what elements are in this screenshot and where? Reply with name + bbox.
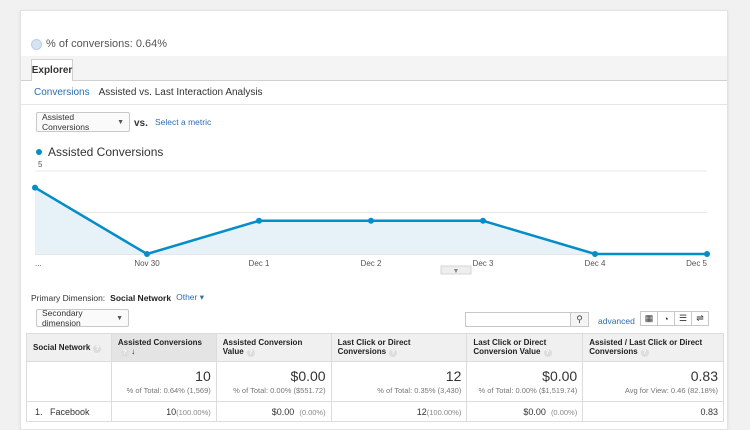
- table-row[interactable]: 1. Facebook 10(100.00%) $0.00 (0.00%) 12…: [26, 401, 724, 422]
- chart-collapse-handle: [440, 265, 472, 275]
- primary-dimension-row: Primary Dimension: Social Network Other …: [31, 292, 204, 303]
- data-table: Social Network? Assisted Conversions? ↓ …: [26, 333, 724, 422]
- other-dimension-link[interactable]: Other ▾: [176, 292, 204, 302]
- legend-dot-icon: [36, 149, 42, 155]
- column-header-assisted-conversion-value[interactable]: Assisted Conversion Value?: [215, 333, 332, 362]
- help-icon[interactable]: ?: [640, 349, 649, 357]
- chevron-down-icon: ▼: [116, 314, 123, 322]
- totals-cell: $0.00% of Total: 0.00% ($1,519.74): [466, 361, 584, 402]
- help-icon[interactable]: ?: [389, 349, 398, 357]
- x-tick-label: Dec 2: [361, 259, 382, 268]
- totals-cell: 0.83 Avg for View: 0.46 (82.18%): [582, 361, 724, 402]
- row-cell: $0.00 (0.00%): [466, 401, 584, 422]
- subnav-analysis-label: Assisted vs. Last Interaction Analysis: [98, 87, 263, 98]
- metric-dropdown-label: Assisted Conversions: [42, 112, 90, 132]
- data-point: [144, 251, 150, 257]
- column-header-last-click-conversions[interactable]: Last Click or Direct Conversions?: [330, 333, 468, 362]
- sub-navigation: Conversions Assisted vs. Last Interactio…: [34, 87, 263, 98]
- metric-dropdown[interactable]: Assisted Conversions ▼: [36, 112, 130, 132]
- totals-row: 10% of Total: 0.64% (1,569) $0.00% of To…: [26, 361, 724, 402]
- conversion-percent: % of conversions: 0.64%: [31, 38, 167, 50]
- legend-label: Assisted Conversions: [48, 145, 164, 159]
- x-tick-label: Dec 4: [585, 259, 606, 268]
- advanced-filter-link[interactable]: advanced: [598, 316, 635, 326]
- pie-chart-icon: [31, 38, 42, 50]
- performance-view-icon[interactable]: ☰: [674, 311, 692, 326]
- totals-cell: $0.00% of Total: 0.00% ($551.72): [215, 361, 332, 402]
- chevron-down-icon: ▼: [117, 118, 124, 126]
- chart-legend: Assisted Conversions: [36, 145, 163, 159]
- row-cell: 0.83: [582, 401, 724, 422]
- column-header-last-click-value[interactable]: Last Click or Direct Conversion Value?: [466, 333, 584, 362]
- x-tick-label: Dec 5: [686, 259, 707, 268]
- row-cell: 10(100.00%): [110, 401, 217, 422]
- totals-label-cell: [26, 361, 112, 402]
- subnav-conversions-link[interactable]: Conversions: [34, 87, 90, 98]
- vs-label: vs.: [134, 118, 148, 129]
- row-cell: 12(100.00%): [330, 401, 468, 422]
- secondary-dimension-label: Secondary dimension: [42, 308, 83, 328]
- sort-down-arrow-icon: ↓: [131, 347, 136, 356]
- x-tick-label: Dec 3: [473, 259, 494, 268]
- table-header-row: Social Network? Assisted Conversions? ↓ …: [26, 333, 724, 362]
- tab-explorer[interactable]: Explorer: [31, 59, 73, 81]
- column-header-ratio[interactable]: Assisted / Last Click or Direct Conversi…: [582, 333, 724, 362]
- y-tick-label: 5: [38, 160, 43, 169]
- column-header-assisted-conversions[interactable]: Assisted Conversions? ↓: [110, 333, 217, 362]
- help-icon[interactable]: ?: [246, 349, 255, 357]
- primary-dimension-label: Primary Dimension:: [31, 292, 106, 303]
- view-toggle-group: ▦ ◔ ☰ ⇌: [640, 311, 709, 326]
- help-icon[interactable]: ?: [120, 349, 129, 357]
- data-point: [704, 251, 710, 257]
- subnav-divider: [21, 104, 727, 105]
- data-point: [32, 184, 38, 191]
- tab-divider: [21, 80, 727, 81]
- totals-cell: 12% of Total: 0.35% (3,430): [330, 361, 468, 402]
- select-metric-link[interactable]: Select a metric: [155, 117, 212, 127]
- pie-view-icon[interactable]: ◔: [657, 311, 675, 326]
- x-tick-label: Dec 1: [249, 259, 270, 268]
- tab-bar: [21, 56, 727, 81]
- x-tick-label: ...: [35, 259, 42, 268]
- table-search-input[interactable]: [465, 312, 571, 327]
- totals-cell: 10% of Total: 0.64% (1,569): [110, 361, 217, 402]
- secondary-dimension-dropdown[interactable]: Secondary dimension ▼: [36, 308, 129, 328]
- help-icon[interactable]: ?: [543, 349, 552, 357]
- row-cell: $0.00 (0.00%): [215, 401, 332, 422]
- table-view-icon[interactable]: ▦: [640, 311, 658, 326]
- row-name-cell[interactable]: 1. Facebook: [26, 401, 112, 422]
- primary-dimension-value[interactable]: Social Network: [110, 292, 172, 303]
- help-icon[interactable]: ?: [93, 344, 102, 353]
- data-point: [368, 217, 374, 224]
- report-card: % of conversions: 0.64% Explorer Convers…: [20, 10, 728, 430]
- conversion-percent-label: % of conversions: 0.64%: [46, 38, 168, 50]
- data-point: [256, 217, 262, 224]
- column-header-social-network[interactable]: Social Network?: [26, 333, 112, 362]
- data-point: [480, 217, 486, 224]
- search-icon[interactable]: ⚲: [571, 312, 589, 327]
- data-point: [592, 251, 598, 257]
- pivot-view-icon[interactable]: ⇌: [691, 311, 709, 326]
- x-tick-label: Nov 30: [134, 259, 160, 268]
- chevron-down-icon: ▼: [453, 268, 460, 275]
